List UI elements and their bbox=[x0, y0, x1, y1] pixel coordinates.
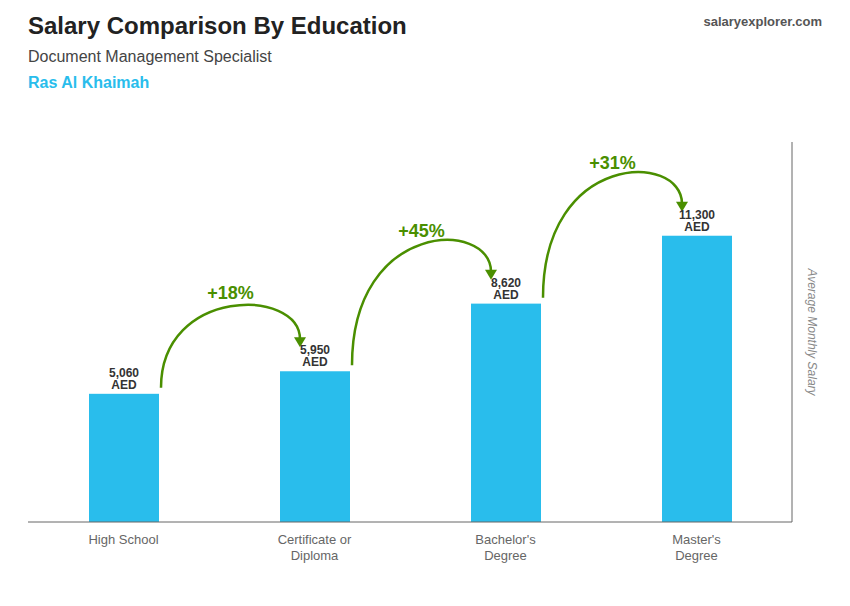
svg-text:11,300AED: 11,300AED bbox=[679, 208, 715, 234]
svg-text:5,060AED: 5,060AED bbox=[109, 366, 139, 392]
svg-text:High School: High School bbox=[88, 532, 158, 547]
svg-text:Certificate orDiploma: Certificate orDiploma bbox=[278, 532, 352, 563]
svg-text:+31%: +31% bbox=[589, 153, 636, 173]
svg-text:8,620AED: 8,620AED bbox=[491, 276, 521, 302]
svg-text:Bachelor'sDegree: Bachelor'sDegree bbox=[475, 532, 536, 563]
html-text:Salary Comparison By Education: Salary Comparison By Education bbox=[28, 12, 407, 39]
html-text:Ras Al Khaimah: Ras Al Khaimah bbox=[28, 74, 150, 91]
svg-text:Average Monthly Salary: Average Monthly Salary bbox=[805, 267, 819, 396]
html-text:Document Management Specialist: Document Management Specialist bbox=[28, 48, 272, 65]
svg-text:Master'sDegree: Master'sDegree bbox=[672, 532, 721, 563]
svg-text:5,950AED: 5,950AED bbox=[300, 343, 330, 369]
svg-text:+45%: +45% bbox=[398, 221, 445, 241]
html-text:salaryexplorer.com: salaryexplorer.com bbox=[703, 14, 822, 29]
svg-text:+18%: +18% bbox=[207, 283, 254, 303]
